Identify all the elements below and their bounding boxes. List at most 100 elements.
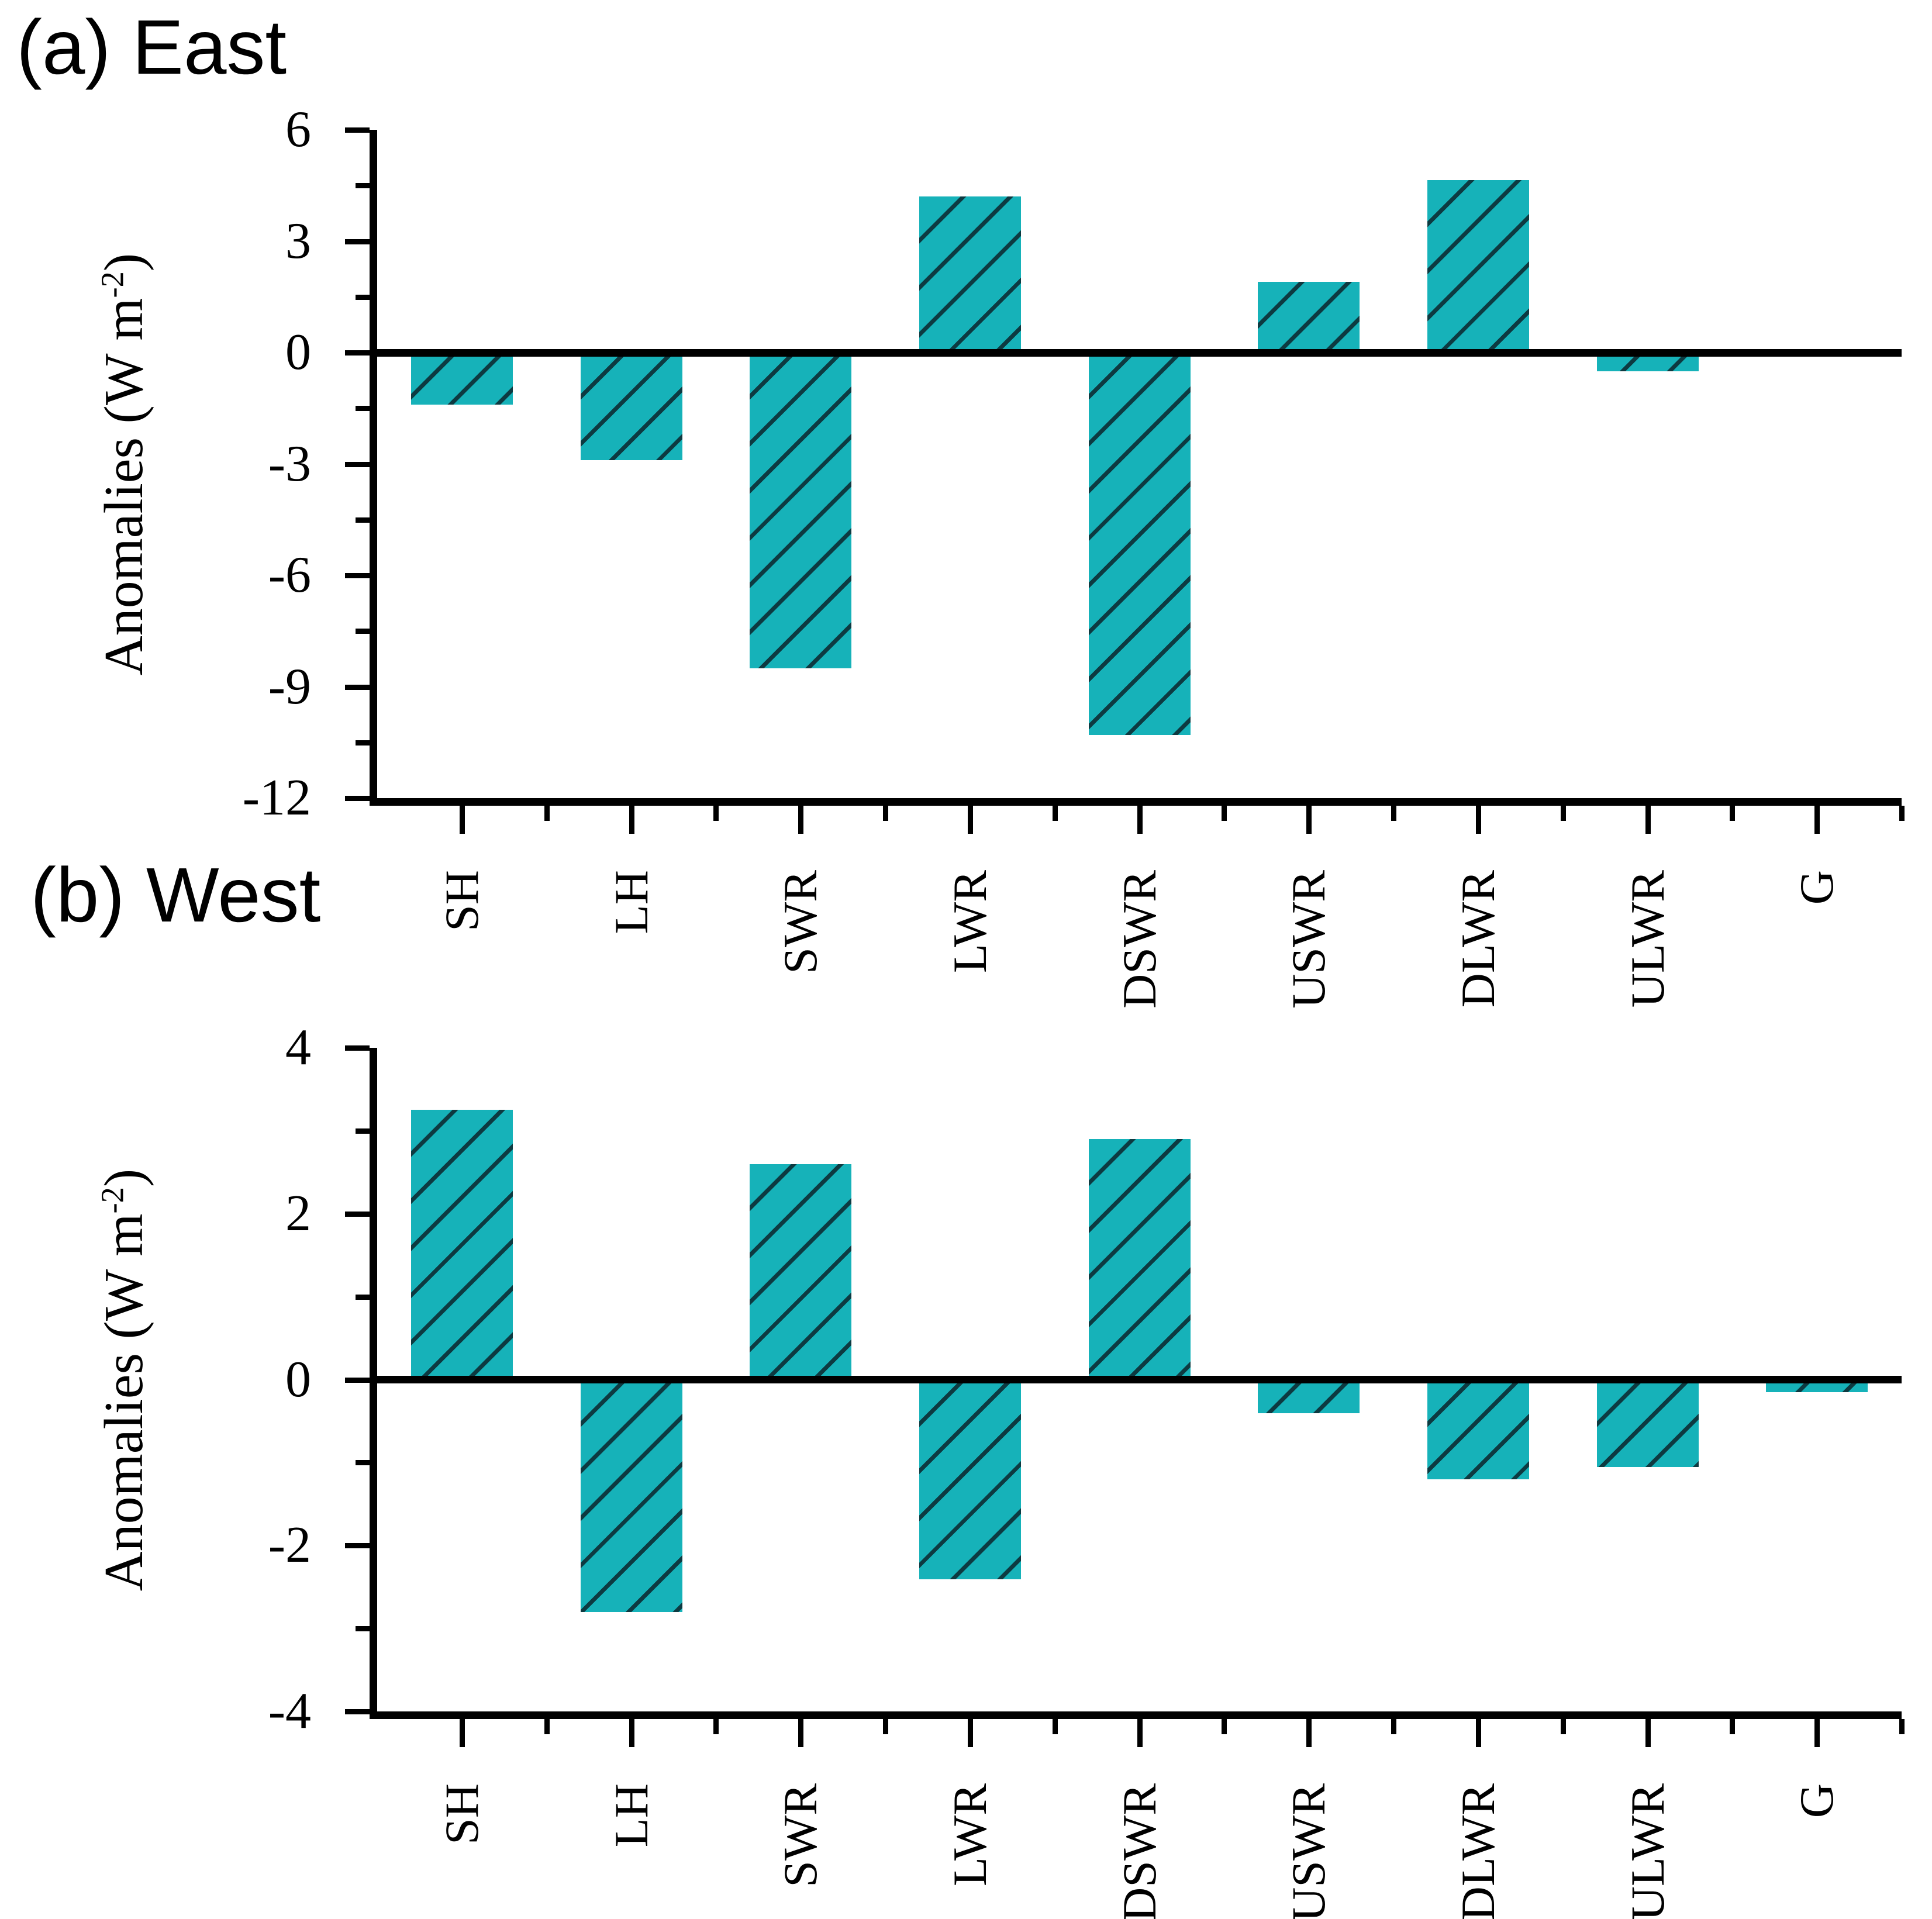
y-major-tick (345, 796, 370, 801)
panel-b-title: (b) West (30, 852, 321, 938)
x-minor-tick (1053, 806, 1058, 821)
x-major-tick (629, 806, 634, 834)
x-minor-tick (1561, 1719, 1566, 1734)
x-major-tick (460, 806, 465, 834)
x-category-label-lwr: LWR (943, 1783, 996, 1887)
panel-a-title: (a) East (16, 4, 287, 90)
x-minor-tick (1730, 806, 1735, 821)
y-tick-label: 0 (285, 324, 311, 381)
y-tick-label: 2 (285, 1185, 311, 1242)
bar-swr (750, 1164, 851, 1380)
x-major-tick (1814, 806, 1820, 834)
y-major-tick (345, 685, 370, 690)
y-minor-tick (356, 629, 370, 634)
bar-uswr (1258, 1380, 1360, 1413)
y-tick-label: -3 (268, 436, 311, 492)
x-minor-tick (1899, 806, 1905, 821)
bar-dlwr (1427, 1380, 1529, 1479)
y-tick-label: -9 (268, 658, 311, 715)
y-tick-label: 0 (285, 1351, 311, 1408)
x-major-tick (1645, 806, 1651, 834)
y-major-tick (345, 462, 370, 467)
x-minor-tick (544, 806, 550, 821)
y-axis-line (370, 1048, 377, 1719)
x-axis-line (370, 798, 1902, 806)
x-major-tick (1306, 1719, 1312, 1747)
y-minor-tick (356, 740, 370, 745)
bar-lh (581, 1380, 682, 1612)
x-category-label-lh: LH (605, 1783, 658, 1848)
y-major-tick (345, 1212, 370, 1217)
x-minor-tick (713, 806, 719, 821)
y-tick-label: 3 (285, 213, 311, 270)
x-major-tick (629, 1719, 634, 1747)
x-category-label-sh: SH (435, 1783, 488, 1845)
x-category-label-g: G (1790, 1783, 1843, 1818)
x-minor-tick (1730, 1719, 1735, 1734)
bar-dswr (1089, 1139, 1191, 1379)
x-major-tick (1476, 1719, 1481, 1747)
x-major-tick (1137, 806, 1143, 834)
y-major-tick (345, 350, 370, 356)
x-major-tick (798, 1719, 803, 1747)
x-minor-tick (883, 806, 888, 821)
y-major-tick (345, 573, 370, 578)
y-minor-tick (356, 1626, 370, 1631)
x-category-label-uswr: USWR (1282, 1783, 1335, 1919)
y-minor-tick (356, 1460, 370, 1465)
bar-ulwr (1597, 1380, 1699, 1467)
y-minor-tick (356, 183, 370, 188)
y-axis-line (370, 130, 377, 806)
x-category-label-ulwr: ULWR (1621, 1783, 1674, 1919)
x-axis-line (370, 1711, 1902, 1719)
bar-lh (581, 353, 682, 460)
zero-line (377, 1376, 1902, 1383)
bar-swr (750, 353, 851, 668)
y-axis-title-exponent: -2 (94, 1187, 130, 1214)
x-major-tick (968, 1719, 973, 1747)
y-major-tick (345, 1709, 370, 1714)
x-minor-tick (1222, 806, 1227, 821)
y-tick-label: -12 (242, 769, 311, 826)
bar-dswr (1089, 353, 1191, 735)
x-major-tick (1476, 806, 1481, 834)
x-minor-tick (1561, 806, 1566, 821)
x-minor-tick (1391, 806, 1396, 821)
x-major-tick (968, 806, 973, 834)
x-major-tick (1306, 806, 1312, 834)
y-minor-tick (356, 1295, 370, 1300)
y-tick-label: -2 (268, 1517, 311, 1573)
x-minor-tick (713, 1719, 719, 1734)
y-major-tick (345, 1045, 370, 1051)
y-tick-label: -4 (268, 1683, 311, 1739)
y-tick-label: -6 (268, 547, 311, 603)
y-major-tick (345, 1378, 370, 1383)
zero-line (377, 349, 1902, 357)
x-major-tick (798, 806, 803, 834)
x-minor-tick (1899, 1719, 1905, 1734)
x-major-tick (460, 1719, 465, 1747)
bar-sh (411, 1110, 513, 1379)
x-category-label-dlwr: DLWR (1451, 1783, 1505, 1919)
x-major-tick (1137, 1719, 1143, 1747)
x-major-tick (1645, 1719, 1651, 1747)
y-minor-tick (356, 406, 370, 411)
y-tick-label: 4 (285, 1019, 311, 1076)
x-category-label-dswr: DSWR (1113, 1783, 1166, 1919)
x-minor-tick (1053, 1719, 1058, 1734)
y-minor-tick (356, 295, 370, 300)
y-axis-title: Anomalies (W m-2) (94, 1168, 154, 1592)
x-minor-tick (1222, 1719, 1227, 1734)
y-major-tick (345, 239, 370, 244)
x-category-label-swr: SWR (774, 1783, 827, 1887)
y-minor-tick (356, 517, 370, 523)
y-minor-tick (356, 1128, 370, 1134)
x-major-tick (1814, 1719, 1820, 1747)
y-major-tick (345, 1543, 370, 1548)
bar-lwr (919, 1380, 1021, 1579)
x-minor-tick (883, 1719, 888, 1734)
y-major-tick (345, 127, 370, 133)
